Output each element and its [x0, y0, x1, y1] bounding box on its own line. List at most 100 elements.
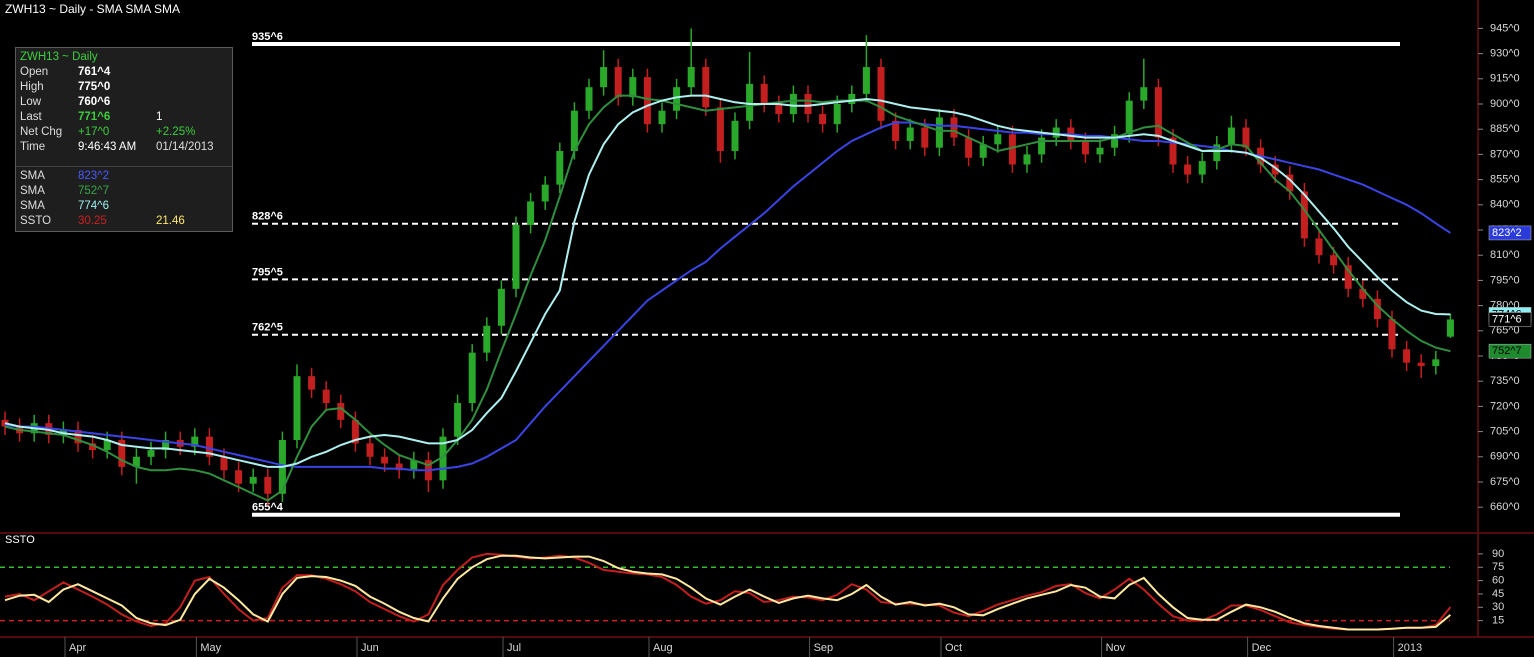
- candle-body: [1359, 288, 1367, 299]
- y-tick-label: 945^0: [1490, 22, 1520, 34]
- candle-body: [1038, 137, 1046, 155]
- candle-body: [1154, 87, 1162, 138]
- y-tick-label: 720^0: [1490, 400, 1520, 412]
- candle-body: [1403, 349, 1411, 363]
- candle-body: [760, 83, 768, 104]
- candle-body: [585, 87, 593, 111]
- candle-body: [1330, 255, 1338, 266]
- price-badge: [1488, 312, 1532, 327]
- x-tick-label: Sep: [814, 642, 834, 654]
- chart-title: ZWH13 ~ Daily - SMA SMA SMA: [5, 2, 180, 16]
- candle-body: [147, 450, 155, 457]
- candle-body: [1242, 127, 1250, 148]
- candle-body: [789, 93, 797, 115]
- panel-row: ZWH13 ~ Daily: [20, 50, 230, 65]
- panel-row: High 775^0: [20, 80, 230, 95]
- candle-body: [454, 403, 462, 437]
- candle-body: [746, 83, 754, 121]
- value: 761^4: [78, 66, 111, 78]
- legend-label: SMA: [20, 185, 45, 197]
- price-badge-label: 823^2: [1492, 227, 1522, 239]
- candle-body: [541, 184, 549, 202]
- candle-body: [804, 93, 812, 115]
- candle-body: [1417, 362, 1425, 367]
- indicator-title: SSTO: [5, 534, 35, 546]
- level-label: 762^5: [252, 322, 283, 334]
- candle-body: [1111, 134, 1119, 148]
- candle-body: [1081, 140, 1089, 155]
- y-tick-label: 855^0: [1490, 174, 1520, 186]
- value: 01/14/2013: [156, 141, 214, 153]
- x-tick-label: Dec: [1252, 642, 1272, 654]
- x-tick-label: Jul: [507, 642, 521, 654]
- value: 823^2: [78, 170, 109, 182]
- y-tick-label: 45: [1492, 588, 1504, 600]
- candle-body: [1344, 265, 1352, 289]
- panel-row: SSTO 30.25 21.46: [20, 214, 230, 229]
- candle-body: [673, 87, 681, 111]
- candle-body: [950, 117, 958, 138]
- candle-body: [235, 470, 243, 484]
- legend-label: SMA: [20, 170, 45, 182]
- candle-body: [497, 288, 505, 326]
- level-label: 655^4: [252, 502, 284, 514]
- candle-body: [366, 443, 374, 457]
- candle-body: [322, 389, 330, 404]
- value: 774^6: [78, 200, 109, 212]
- candle-body: [293, 376, 301, 440]
- value: 1: [156, 111, 163, 123]
- candle-body: [483, 325, 491, 353]
- sma-line: [4, 121, 1451, 472]
- separator: [16, 166, 232, 167]
- info-panel: ZWH13 ~ Daily Open 761^4 High 775^0 Low 760…: [15, 47, 233, 232]
- candle-body: [862, 67, 870, 94]
- panel-row: SMA 752^7: [20, 184, 230, 199]
- candle-body: [264, 476, 272, 494]
- candle-body: [629, 77, 637, 98]
- candle-body: [570, 110, 578, 152]
- ssto-line: [4, 554, 1452, 631]
- candle-body: [892, 120, 900, 141]
- label: Time: [20, 141, 46, 153]
- y-tick-label: 60: [1492, 575, 1504, 587]
- x-tick-label: Jun: [361, 642, 379, 654]
- value: 21.46: [156, 215, 185, 227]
- panel-row: SMA 774^6: [20, 199, 230, 214]
- candle-body: [906, 127, 914, 141]
- level-label: 935^6: [252, 31, 283, 43]
- candle-body: [103, 440, 111, 451]
- candle-body: [308, 376, 316, 390]
- x-tick-label: Nov: [1106, 642, 1126, 654]
- candle-body: [658, 110, 666, 125]
- x-tick-label: 2013: [1398, 642, 1422, 654]
- panel-row: Time 9:46:43 AM 01/14/2013: [20, 140, 230, 155]
- candle-body: [979, 144, 987, 158]
- y-tick-label: 660^0: [1490, 501, 1520, 513]
- y-tick-label: 30: [1492, 601, 1504, 613]
- candle-body: [1286, 174, 1294, 192]
- level-label: 828^6: [252, 211, 283, 223]
- candle-body: [643, 77, 651, 125]
- candle-body: [1300, 191, 1308, 239]
- candle-body: [877, 67, 885, 121]
- candle-body: [191, 436, 199, 447]
- x-tick-label: May: [200, 642, 221, 654]
- label: High: [20, 81, 44, 93]
- y-tick-label: 915^0: [1490, 73, 1520, 85]
- candle-body: [1373, 298, 1381, 320]
- candle-body: [1052, 127, 1060, 138]
- candle-body: [118, 440, 126, 467]
- candle-body: [1008, 134, 1016, 165]
- candle-body: [1023, 154, 1031, 165]
- candle-body: [848, 93, 856, 104]
- candle-body: [833, 104, 841, 125]
- y-tick-label: 675^0: [1490, 476, 1520, 488]
- y-tick-label: 885^0: [1490, 123, 1520, 135]
- candle-body: [220, 456, 228, 471]
- y-tick-label: 90: [1492, 548, 1504, 560]
- label: Low: [20, 96, 42, 108]
- panel-title: ZWH13 ~ Daily: [20, 51, 98, 63]
- panel-row: Low 760^6: [20, 95, 230, 110]
- sma-line: [4, 94, 1451, 468]
